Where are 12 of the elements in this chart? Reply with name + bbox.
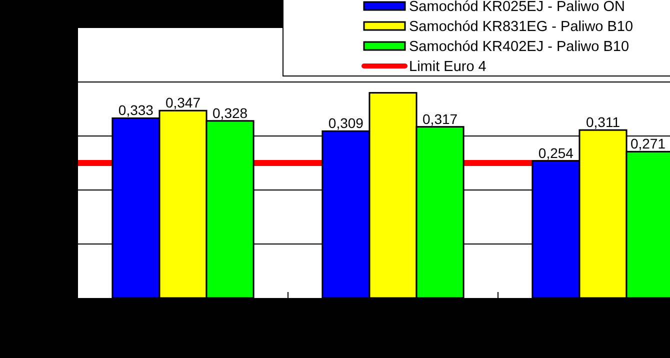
data-label: 0,309 — [328, 115, 364, 132]
data-label: 0,347 — [165, 94, 201, 111]
legend-label: Samochód KR831EG - Paliwo B10 — [409, 19, 634, 35]
data-label: 0,254 — [538, 144, 574, 161]
legend-label: Limit Euro 4 — [409, 59, 486, 75]
data-label: 0,328 — [212, 104, 248, 121]
data-label: 0,271 — [630, 136, 666, 152]
legend-label: Samochód KR025EJ - Paliwo ON — [409, 0, 625, 15]
legend-label: Samochód KR402EJ - Paliwo B10 — [409, 39, 630, 55]
data-label: 0,333 — [118, 102, 154, 118]
data-label: 0,311 — [586, 114, 620, 130]
data-label: 0,317 — [422, 110, 458, 127]
